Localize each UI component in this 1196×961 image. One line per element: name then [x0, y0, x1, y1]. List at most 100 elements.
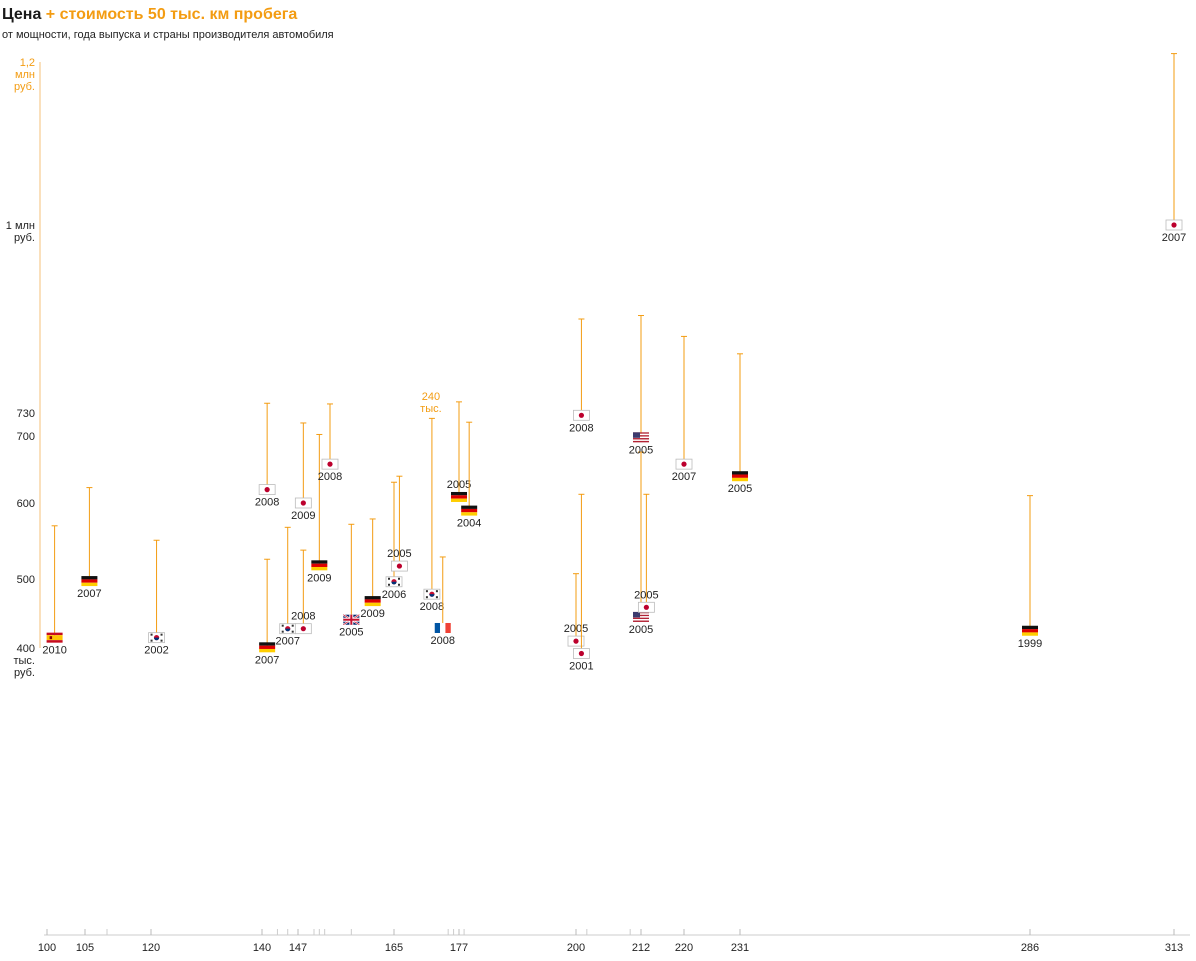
flag-part	[364, 596, 381, 600]
flag-part	[311, 560, 328, 564]
year-label: 2009	[307, 572, 331, 584]
y-tick-label: 500	[17, 574, 35, 586]
flag-part	[633, 440, 649, 443]
year-label: 2004	[457, 518, 481, 530]
flag-jp-icon	[573, 648, 590, 659]
flag-part	[150, 633, 153, 636]
flag-part	[160, 633, 163, 636]
x-tick-label: 220	[675, 942, 693, 954]
flag-part	[49, 636, 53, 640]
y-tick-500: 500	[17, 574, 35, 586]
flag-part	[732, 477, 748, 482]
year-label: 2005	[564, 623, 588, 635]
flag-part	[633, 616, 649, 618]
flag-jp-icon	[391, 560, 408, 572]
flag-kr-icon	[148, 632, 165, 644]
year-label: 2005	[629, 444, 653, 456]
flag-part	[300, 626, 306, 632]
flag-us-icon	[633, 432, 649, 443]
data-point: 2005	[728, 353, 752, 495]
flag-part	[425, 596, 428, 599]
flag-jp-icon	[294, 497, 312, 509]
year-label: 2007	[672, 471, 696, 483]
year-label: 2009	[360, 608, 384, 620]
x-tick-label: 212	[632, 942, 650, 954]
y-tick-label: руб.	[14, 81, 35, 93]
year-label: 2007	[275, 636, 299, 648]
flag-part	[633, 432, 649, 434]
flag-part	[300, 500, 306, 506]
data-point: 2005	[339, 523, 364, 639]
flag-part	[633, 439, 649, 441]
y-tick-label: тыс.	[13, 655, 35, 667]
x-tick-label: 231	[731, 942, 749, 954]
flag-de-icon	[451, 491, 467, 502]
flag-de-icon	[461, 505, 478, 516]
flag-part	[259, 645, 276, 649]
year-label: 2008	[420, 601, 444, 613]
flag-jp-icon	[573, 409, 590, 421]
year-label: 2008	[255, 497, 279, 509]
flag-part	[291, 624, 294, 627]
flag-part	[461, 505, 478, 509]
flag-part	[1022, 629, 1038, 633]
flag-part	[264, 487, 270, 493]
flag-part	[1171, 222, 1177, 228]
flag-part	[633, 433, 649, 436]
flag-part	[396, 563, 403, 569]
flag-part	[461, 512, 478, 516]
data-point: 2008	[569, 318, 594, 434]
y-tick-label: 600	[17, 498, 35, 510]
flag-part	[150, 639, 153, 642]
flag-fr-icon	[434, 622, 451, 633]
flag-part	[398, 577, 400, 580]
flag-part	[153, 637, 160, 641]
y-tick-label: руб.	[14, 667, 35, 679]
flag-part	[451, 498, 467, 502]
data-point: 2007	[77, 487, 102, 600]
flag-jp-icon	[637, 601, 655, 613]
data-point: 2005	[387, 475, 412, 572]
flag-part	[633, 611, 640, 618]
x-tick-label: 105	[76, 942, 94, 954]
flag-part	[343, 618, 360, 621]
year-label: 2009	[291, 510, 315, 522]
flag-part	[633, 614, 649, 617]
data-point: 2009	[360, 518, 385, 620]
annotation-label: тыс.	[420, 403, 442, 415]
flag-part	[633, 620, 649, 622]
flag-part	[633, 438, 649, 440]
flag-part	[46, 640, 63, 643]
flag-de-icon	[364, 596, 381, 607]
data-point: 2008	[291, 549, 316, 635]
flag-part	[461, 508, 478, 513]
data-point: 2006	[382, 481, 406, 601]
y-tick-label: 730	[17, 408, 35, 420]
flag-part	[429, 594, 435, 597]
flag-jp-icon	[321, 458, 339, 470]
year-label: 2002	[144, 645, 168, 657]
data-point: 2007	[1162, 53, 1186, 244]
chart-subtitle: от мощности, года выпуска и страны произ…	[2, 29, 334, 41]
y-tick-label: млн	[15, 69, 35, 81]
flag-part	[633, 619, 649, 621]
flag-de-icon	[259, 642, 276, 653]
data-point: 2008	[431, 556, 455, 647]
data-point: 2005	[634, 493, 659, 613]
flag-part	[285, 628, 291, 632]
flag-kr-icon	[279, 623, 297, 635]
flag-de-icon	[1022, 625, 1038, 636]
y-tick-700: 700	[17, 431, 35, 443]
flag-part	[573, 638, 579, 644]
data-point: 2004	[457, 421, 481, 530]
flag-part	[327, 461, 333, 467]
data-point: 2001	[569, 493, 594, 673]
flag-part	[398, 583, 400, 586]
flag-part	[445, 622, 451, 633]
flag-part	[578, 650, 585, 657]
year-label: 2005	[728, 483, 752, 495]
flag-part	[451, 495, 467, 499]
flag-part	[281, 630, 284, 633]
